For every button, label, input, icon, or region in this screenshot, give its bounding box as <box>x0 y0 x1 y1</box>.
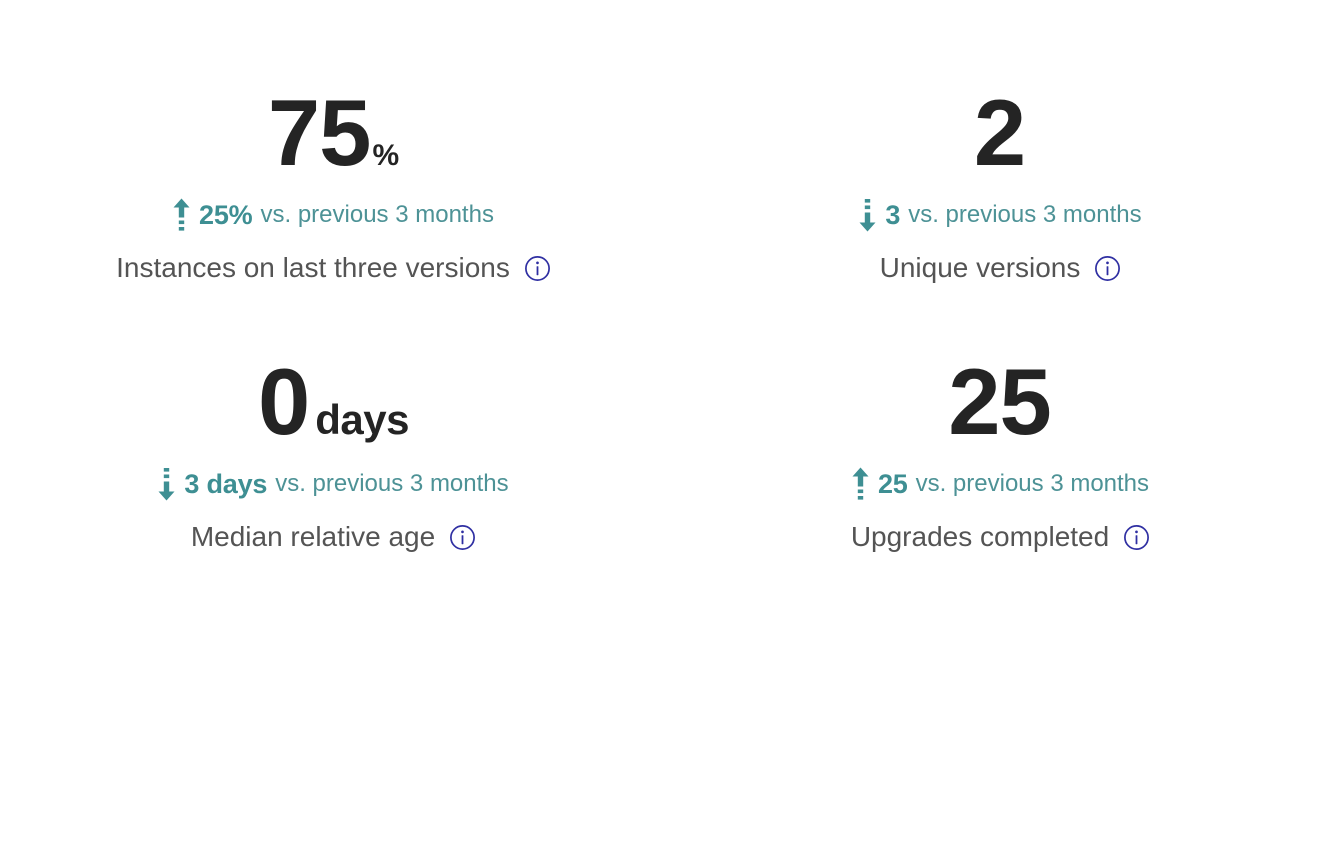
kpi-delta: 3 vs. previous 3 months <box>859 198 1142 232</box>
kpi-card-unique-versions: 2 3 vs. previous 3 months Unique version… <box>667 0 1334 330</box>
kpi-value-unit: % <box>372 139 400 172</box>
kpi-label-row: Unique versions <box>880 252 1122 284</box>
info-circle-icon[interactable] <box>1094 255 1121 282</box>
kpi-value-number: 75 <box>267 80 372 185</box>
kpi-delta: 25% vs. previous 3 months <box>173 198 494 232</box>
arrow-down-dashed-icon <box>859 198 876 232</box>
kpi-card-median-relative-age: 0 days 3 days vs. previous 3 months Medi… <box>0 330 667 660</box>
kpi-card-upgrades-completed: 25 25 vs. previous 3 months Upgrades com… <box>667 330 1334 660</box>
kpi-value: 75 % <box>268 86 399 182</box>
kpi-label-row: Upgrades completed <box>851 521 1150 553</box>
kpi-card-grid: 75 % 25% vs. previous 3 months Instances… <box>0 0 1334 660</box>
arrow-up-dashed-icon <box>173 198 190 232</box>
kpi-value: 25 <box>948 355 1053 451</box>
kpi-value: 0 days <box>257 349 410 454</box>
info-circle-icon[interactable] <box>1123 524 1150 551</box>
arrow-down-dashed-icon <box>158 467 175 501</box>
kpi-label: Unique versions <box>879 252 1081 283</box>
kpi-value-number: 0 <box>257 349 310 454</box>
kpi-card-instances-on-last-three-versions: 75 % 25% vs. previous 3 months Instances… <box>0 0 667 330</box>
kpi-label-row: Instances on last three versions <box>116 252 551 284</box>
kpi-delta-value: 25% <box>199 199 253 230</box>
kpi-delta: 3 days vs. previous 3 months <box>158 467 509 501</box>
kpi-value-unit: days <box>315 396 409 443</box>
info-circle-icon[interactable] <box>449 524 476 551</box>
kpi-delta-suffix: vs. previous 3 months <box>915 470 1150 497</box>
arrow-up-dashed-icon <box>852 467 869 501</box>
kpi-delta-suffix: vs. previous 3 months <box>275 470 509 497</box>
kpi-label-row: Median relative age <box>191 521 476 553</box>
kpi-delta-value: 25 <box>877 468 908 499</box>
kpi-delta-suffix: vs. previous 3 months <box>260 201 494 228</box>
kpi-value: 2 <box>974 86 1027 182</box>
kpi-label: Instances on last three versions <box>116 252 510 283</box>
kpi-delta-value: 3 days <box>184 468 268 499</box>
kpi-delta-value: 3 <box>885 199 901 230</box>
kpi-delta-suffix: vs. previous 3 months <box>908 201 1142 228</box>
kpi-delta: 25 vs. previous 3 months <box>852 467 1149 501</box>
kpi-label: Median relative age <box>190 521 436 552</box>
kpi-value-number: 25 <box>948 349 1052 454</box>
info-circle-icon[interactable] <box>524 255 551 282</box>
kpi-label: Upgrades completed <box>850 521 1110 552</box>
kpi-value-number: 2 <box>973 80 1026 185</box>
